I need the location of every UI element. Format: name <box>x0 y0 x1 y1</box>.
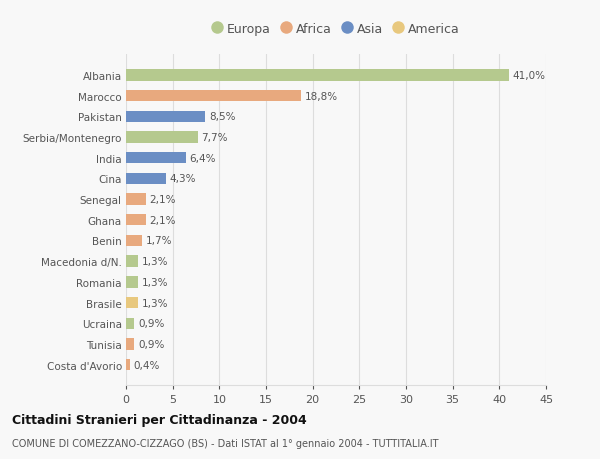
Text: 1,3%: 1,3% <box>142 257 169 267</box>
Bar <box>126 277 138 288</box>
Text: 0,9%: 0,9% <box>138 339 164 349</box>
Legend: Europa, Africa, Asia, America: Europa, Africa, Asia, America <box>207 18 465 41</box>
Bar <box>126 318 134 329</box>
Text: 41,0%: 41,0% <box>512 71 545 81</box>
Text: 8,5%: 8,5% <box>209 112 236 122</box>
Bar <box>126 70 509 81</box>
Text: Cittadini Stranieri per Cittadinanza - 2004: Cittadini Stranieri per Cittadinanza - 2… <box>12 413 307 426</box>
Text: 2,1%: 2,1% <box>149 215 176 225</box>
Text: 2,1%: 2,1% <box>149 195 176 205</box>
Bar <box>126 215 146 226</box>
Bar <box>126 235 142 246</box>
Text: 6,4%: 6,4% <box>190 153 216 163</box>
Text: 7,7%: 7,7% <box>202 133 228 143</box>
Text: 0,9%: 0,9% <box>138 319 164 329</box>
Bar <box>126 256 138 267</box>
Bar <box>126 132 198 143</box>
Bar <box>126 339 134 350</box>
Text: 1,3%: 1,3% <box>142 298 169 308</box>
Bar <box>126 297 138 308</box>
Text: 4,3%: 4,3% <box>170 174 196 184</box>
Text: 1,7%: 1,7% <box>146 236 172 246</box>
Bar <box>126 112 205 123</box>
Text: COMUNE DI COMEZZANO-CIZZAGO (BS) - Dati ISTAT al 1° gennaio 2004 - TUTTITALIA.IT: COMUNE DI COMEZZANO-CIZZAGO (BS) - Dati … <box>12 438 439 448</box>
Bar <box>126 153 186 164</box>
Text: 0,4%: 0,4% <box>133 360 160 370</box>
Text: 18,8%: 18,8% <box>305 91 338 101</box>
Bar <box>126 359 130 370</box>
Text: 1,3%: 1,3% <box>142 277 169 287</box>
Bar <box>126 194 146 205</box>
Bar <box>126 91 301 102</box>
Bar <box>126 174 166 185</box>
